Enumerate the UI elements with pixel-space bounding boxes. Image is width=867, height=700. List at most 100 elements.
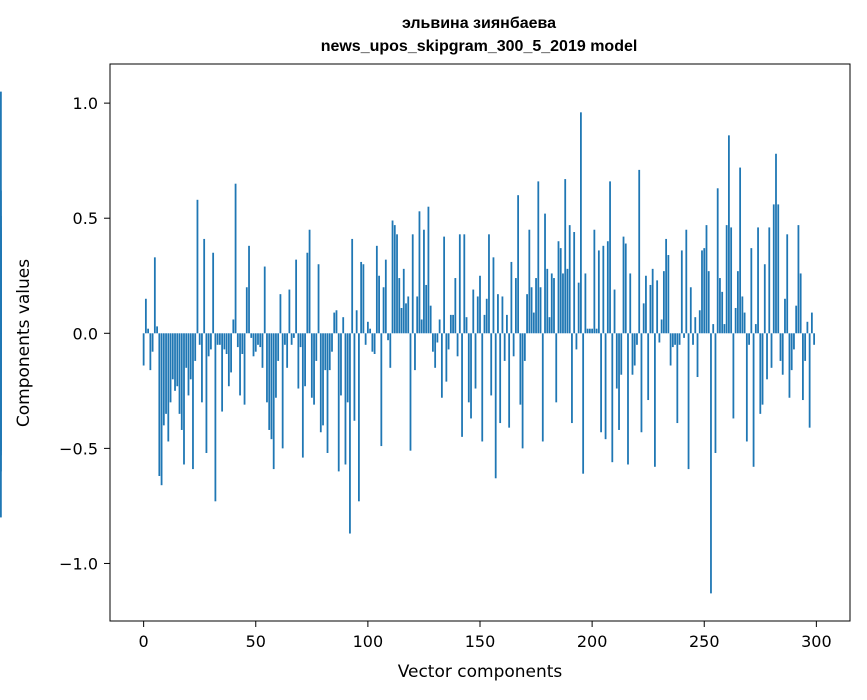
bar bbox=[593, 229, 596, 334]
bar bbox=[671, 333, 674, 348]
bar bbox=[452, 314, 454, 334]
bar bbox=[553, 278, 555, 334]
bar bbox=[750, 248, 753, 334]
bar bbox=[784, 298, 786, 334]
bar bbox=[660, 319, 663, 334]
bar bbox=[236, 333, 239, 348]
bar bbox=[591, 328, 594, 334]
bar bbox=[232, 319, 235, 334]
bar bbox=[595, 328, 598, 334]
bar bbox=[369, 328, 372, 334]
bar bbox=[766, 333, 768, 380]
bar bbox=[609, 181, 611, 334]
x-tick-label: 250 bbox=[689, 632, 720, 651]
bar bbox=[532, 312, 535, 334]
bar bbox=[571, 333, 573, 424]
bar bbox=[488, 234, 490, 334]
bar bbox=[656, 280, 659, 334]
bar bbox=[797, 225, 800, 334]
bar bbox=[781, 333, 784, 375]
bar bbox=[537, 181, 540, 334]
bar bbox=[676, 333, 679, 424]
y-axis-ticks: 1.0 0.5 0.0 −0.5 −1.0 bbox=[59, 94, 110, 573]
bar bbox=[371, 333, 374, 352]
bar bbox=[575, 333, 578, 350]
bar bbox=[795, 305, 798, 334]
bar bbox=[438, 319, 441, 334]
bar bbox=[221, 333, 224, 412]
bar bbox=[674, 333, 676, 345]
bar bbox=[405, 303, 407, 334]
bar bbox=[631, 333, 634, 375]
bar bbox=[391, 220, 394, 334]
y-tick-label: 1.0 bbox=[73, 94, 98, 113]
bar bbox=[485, 298, 488, 334]
bar bbox=[748, 333, 750, 345]
bar bbox=[212, 252, 215, 334]
bar bbox=[429, 305, 432, 334]
bar bbox=[205, 333, 208, 453]
bar bbox=[266, 333, 268, 403]
bar bbox=[683, 333, 685, 338]
bar bbox=[180, 333, 183, 430]
bar bbox=[162, 333, 165, 426]
bar bbox=[196, 199, 199, 334]
bar bbox=[642, 303, 645, 334]
bar bbox=[530, 287, 533, 334]
bar bbox=[521, 333, 524, 449]
bar bbox=[467, 333, 470, 403]
bar bbox=[568, 225, 571, 334]
bar bbox=[640, 333, 643, 433]
bar bbox=[393, 225, 396, 334]
bar bbox=[703, 248, 706, 334]
bar bbox=[299, 333, 302, 348]
bar bbox=[409, 333, 412, 451]
bar bbox=[225, 333, 228, 354]
bar bbox=[752, 333, 755, 467]
bar bbox=[322, 333, 324, 426]
bar bbox=[230, 333, 232, 373]
bar bbox=[147, 328, 150, 334]
x-tick-label: 200 bbox=[577, 632, 608, 651]
bar bbox=[328, 333, 331, 371]
bar bbox=[234, 183, 237, 334]
bar bbox=[313, 333, 315, 405]
bar bbox=[573, 232, 576, 334]
bar bbox=[714, 333, 717, 453]
bar bbox=[757, 227, 759, 334]
bar bbox=[292, 333, 295, 338]
bar bbox=[712, 324, 715, 334]
bar bbox=[510, 261, 513, 334]
bar bbox=[158, 333, 161, 476]
bar bbox=[710, 333, 712, 594]
bar bbox=[331, 333, 333, 352]
bar bbox=[519, 333, 522, 405]
bar bbox=[353, 333, 356, 421]
x-axis-ticks: 0 50 100 150 200 250 300 bbox=[139, 621, 832, 651]
bar bbox=[721, 291, 724, 334]
bar bbox=[288, 289, 291, 334]
bar bbox=[407, 296, 410, 334]
bar bbox=[730, 227, 733, 334]
bar bbox=[638, 169, 641, 334]
bar bbox=[497, 294, 499, 334]
bar bbox=[239, 333, 241, 396]
bar bbox=[454, 278, 457, 334]
bar bbox=[654, 333, 656, 467]
bar bbox=[736, 271, 739, 334]
bar bbox=[257, 333, 259, 345]
bar bbox=[277, 333, 280, 361]
bar bbox=[503, 333, 506, 361]
bar bbox=[275, 333, 277, 398]
bar bbox=[629, 273, 632, 334]
bar bbox=[705, 225, 708, 334]
bar bbox=[763, 264, 766, 334]
bar bbox=[326, 333, 329, 453]
chart-title: эльвина зиянбаева bbox=[402, 15, 556, 32]
bar bbox=[793, 333, 795, 350]
bar bbox=[813, 333, 816, 345]
bar bbox=[261, 333, 264, 368]
bar bbox=[263, 266, 266, 334]
bar bbox=[183, 333, 185, 465]
bar bbox=[808, 333, 811, 428]
